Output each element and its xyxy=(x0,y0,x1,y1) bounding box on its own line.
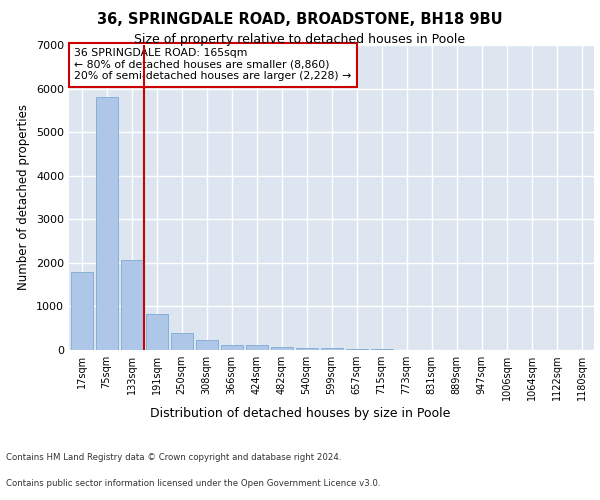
Bar xyxy=(320,348,343,350)
Bar xyxy=(121,260,143,350)
Text: Distribution of detached houses by size in Poole: Distribution of detached houses by size … xyxy=(150,408,450,420)
Bar xyxy=(371,349,392,350)
Y-axis label: Number of detached properties: Number of detached properties xyxy=(17,104,31,290)
Text: Size of property relative to detached houses in Poole: Size of property relative to detached ho… xyxy=(134,32,466,46)
Bar xyxy=(196,340,218,350)
Bar xyxy=(221,345,242,350)
Text: Contains public sector information licensed under the Open Government Licence v3: Contains public sector information licen… xyxy=(6,478,380,488)
Bar xyxy=(170,333,193,350)
Text: 36 SPRINGDALE ROAD: 165sqm
← 80% of detached houses are smaller (8,860)
20% of s: 36 SPRINGDALE ROAD: 165sqm ← 80% of deta… xyxy=(74,48,352,82)
Text: Contains HM Land Registry data © Crown copyright and database right 2024.: Contains HM Land Registry data © Crown c… xyxy=(6,454,341,462)
Bar xyxy=(71,272,92,350)
Bar xyxy=(95,97,118,350)
Bar xyxy=(245,345,268,350)
Bar xyxy=(146,314,167,350)
Bar xyxy=(346,348,367,350)
Bar xyxy=(296,348,317,350)
Bar xyxy=(271,347,293,350)
Text: 36, SPRINGDALE ROAD, BROADSTONE, BH18 9BU: 36, SPRINGDALE ROAD, BROADSTONE, BH18 9B… xyxy=(97,12,503,28)
